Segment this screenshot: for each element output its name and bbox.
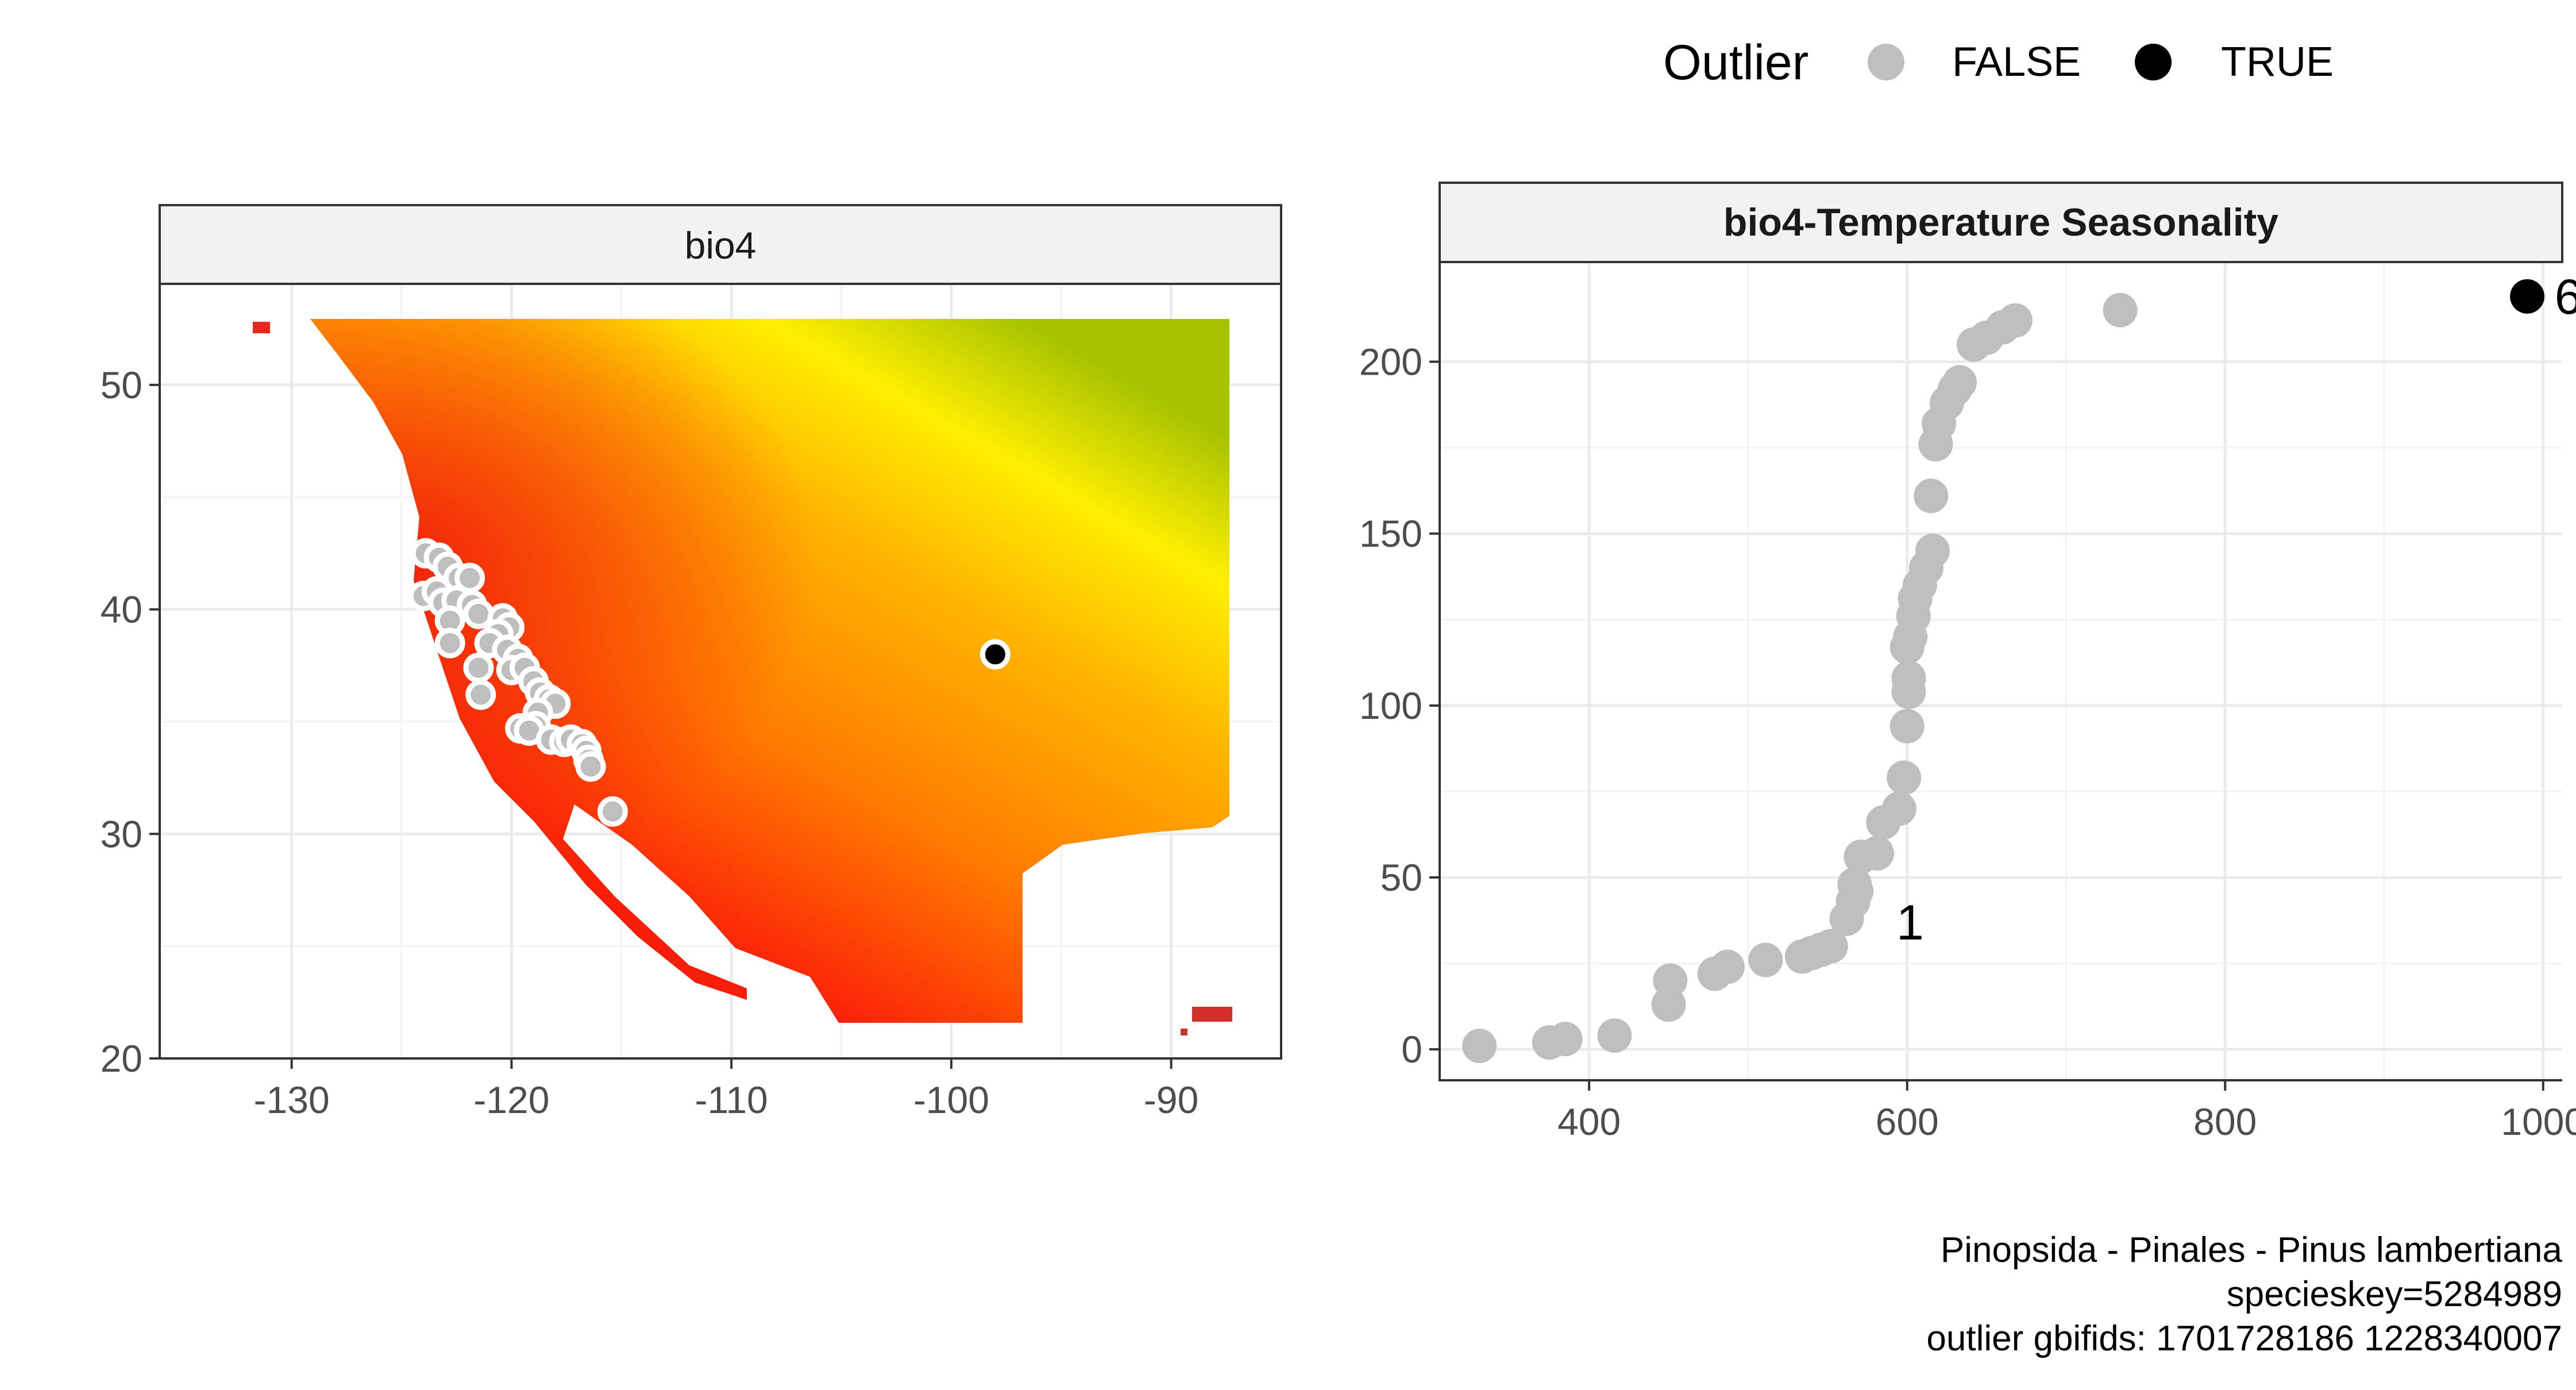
point-false	[1813, 929, 1848, 964]
y-tick-label: 100	[1359, 684, 1422, 727]
y-tick-label: 50	[1380, 856, 1422, 899]
caption-line-1: Pinopsida - Pinales - Pinus lambertiana	[1941, 1230, 2563, 1270]
point-false	[1914, 478, 1949, 513]
point-false	[1653, 963, 1688, 998]
map-strip-title: bio4	[685, 224, 757, 267]
scatter-strip-title: bio4-Temperature Seasonality	[1723, 201, 2278, 244]
point-false	[1462, 1029, 1497, 1064]
x-tick-label: 800	[2193, 1100, 2257, 1143]
point-true	[2510, 279, 2545, 314]
point-false	[434, 627, 465, 659]
legend: Outlier FALSE TRUE	[1663, 35, 2334, 90]
legend-false-swatch	[1868, 44, 1904, 80]
point-false	[1860, 836, 1895, 871]
legend-true-swatch	[2135, 44, 2172, 80]
point-false	[575, 751, 606, 782]
caption-line-3: outlier gbifids: 1701728186 1228340007	[1926, 1319, 2562, 1358]
y-tick-label: 30	[101, 813, 142, 855]
point-annotation: 1	[1896, 895, 1924, 950]
point-false	[1837, 867, 1872, 902]
x-tick-label: -100	[913, 1079, 989, 1121]
legend-false-label: FALSE	[1952, 39, 2081, 85]
x-tick-label: -130	[254, 1079, 330, 1121]
scatter-labels: 16	[1896, 269, 2576, 950]
point-false	[1748, 942, 1783, 977]
legend-title: Outlier	[1663, 35, 1808, 90]
map-axes: -130 -120 -110 -100 -90 20 30 40 50	[101, 364, 1199, 1121]
point-false	[1997, 303, 2033, 338]
point-false	[1881, 791, 1916, 826]
point-false	[1710, 949, 1745, 984]
map-strip	[159, 204, 1282, 285]
scatter-panel-border	[1439, 261, 2562, 1081]
y-tick-label: 150	[1359, 513, 1422, 555]
caption: Pinopsida - Pinales - Pinus lambertiana …	[1926, 1230, 2562, 1358]
x-tick-label: 1000	[2501, 1100, 2576, 1143]
scatter-points	[1462, 279, 2545, 1064]
scatter-strip	[1439, 182, 2563, 263]
caption-line-2: specieskey=5284989	[2227, 1275, 2562, 1314]
map-panel: bio4 -130 -120 -110 -100 -90 20 30 40 50	[101, 204, 1282, 1121]
y-tick-label: 40	[101, 588, 142, 631]
y-tick-label: 200	[1359, 341, 1422, 383]
point-false	[1887, 760, 1922, 795]
point-false	[1891, 660, 1926, 695]
y-tick-label: 20	[101, 1037, 142, 1080]
legend-true-label: TRUE	[2221, 39, 2334, 85]
x-tick-label: -120	[473, 1079, 549, 1121]
scatter-axes: 400 600 800 1000 0 50 100 150 200	[1359, 341, 2576, 1143]
map-panel-border	[159, 283, 1282, 1060]
scatter-grid	[1440, 262, 2562, 1080]
point-false	[2103, 292, 2138, 328]
point-false	[1548, 1022, 1583, 1057]
point-false	[463, 598, 494, 629]
point-true	[980, 639, 1011, 670]
x-tick-label: 600	[1876, 1100, 1939, 1143]
map-fragments	[253, 322, 1232, 1035]
y-tick-label: 50	[101, 364, 142, 406]
x-tick-label: -90	[1144, 1079, 1198, 1121]
scatter-panel: bio4-Temperature Seasonality 16 400 600 80…	[1359, 182, 2576, 1143]
x-tick-label: 400	[1557, 1100, 1621, 1143]
point-false	[1942, 365, 1977, 400]
x-tick-label: -110	[695, 1079, 768, 1121]
point-false	[463, 652, 494, 683]
point-annotation: 6	[2555, 269, 2576, 325]
point-false	[597, 796, 628, 827]
point-false	[1889, 709, 1925, 744]
point-false	[465, 679, 496, 710]
point-false	[1597, 1018, 1632, 1053]
point-false	[1915, 533, 1950, 568]
map-points	[408, 538, 1011, 827]
y-tick-label: 0	[1401, 1028, 1422, 1071]
